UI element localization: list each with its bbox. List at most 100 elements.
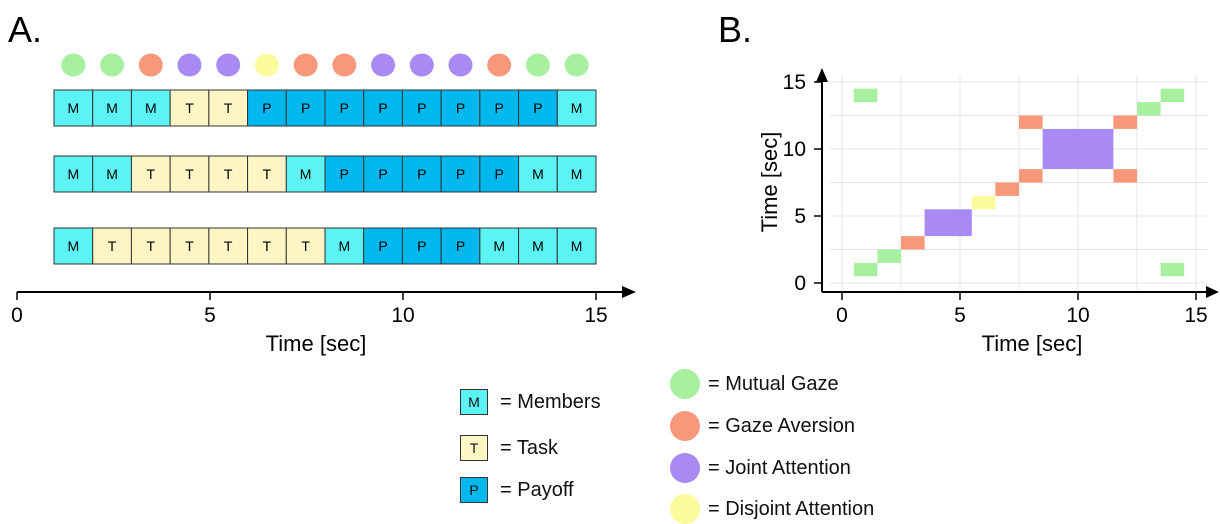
panel-a-label: A.	[8, 9, 42, 50]
phase-cell-letter: T	[224, 166, 233, 182]
gaze-dot-aversion	[332, 53, 357, 77]
legend-gaze-aversion-text: = Gaze Aversion	[708, 414, 855, 437]
phase-cell-letter: T	[224, 100, 233, 116]
phase-cell-letter: M	[300, 166, 312, 182]
phase-cell-letter: T	[108, 238, 117, 254]
phase-cell-letter: P	[262, 100, 271, 116]
legend-mutual-gaze-dot	[670, 369, 700, 399]
phase-cell-letter: P	[495, 166, 504, 182]
phase-cell-letter: M	[532, 166, 544, 182]
panel-a-x-tick-label: 10	[391, 304, 414, 327]
phase-cell-P	[363, 89, 403, 127]
panel-a-x-tick-label: 0	[11, 304, 23, 327]
phase-cell-letter: T	[185, 166, 194, 182]
gaze-dot-joint	[448, 53, 473, 77]
phase-cell-P	[285, 89, 326, 127]
phase-cell-M	[518, 227, 558, 265]
phase-cell-P	[479, 89, 520, 127]
legend-mutual-gaze: = Mutual Gaze	[670, 369, 839, 399]
phase-cell-letter: P	[456, 166, 465, 182]
legend-gaze-aversion: = Gaze Aversion	[670, 411, 855, 441]
legend-task-text: = Task	[500, 436, 558, 459]
phase-cell-M	[324, 227, 365, 265]
panel-a-xlabel: Time [sec]	[266, 331, 367, 356]
panel-a-x-tick-label: 5	[204, 304, 216, 327]
legend-joint-attention: = Joint Attention	[670, 453, 851, 483]
gaze-dot-aversion	[138, 53, 163, 77]
phase-cell-P	[479, 155, 520, 193]
phase-cell-M	[53, 155, 94, 193]
gaze-dot-disjoint	[254, 53, 279, 77]
panel-a-x-tick-label: 15	[584, 304, 607, 327]
phase-cell-letter: M	[68, 100, 80, 116]
phase-cell-M	[53, 227, 94, 265]
gaze-dot-joint	[409, 53, 434, 77]
phase-cell-letter: P	[417, 100, 426, 116]
phase-cell-P	[518, 89, 558, 127]
phase-cell-P	[324, 89, 365, 127]
phase-cell-letter: M	[532, 238, 544, 254]
phase-cell-T	[208, 227, 249, 265]
phase-cell-letter: M	[339, 238, 351, 254]
phase-cell-T	[247, 155, 287, 193]
gaze-dot-mutual	[100, 53, 125, 77]
phase-cell-letter: P	[495, 100, 504, 116]
phase-cell-letter: T	[263, 166, 272, 182]
phase-cell-M	[92, 155, 132, 193]
phase-cell-M	[53, 89, 94, 127]
gaze-dot-mutual	[525, 53, 550, 77]
legend-joint-attention-text: = Joint Attention	[708, 456, 851, 479]
phase-cell-T	[130, 227, 171, 265]
phase-cell-letter: P	[340, 166, 349, 182]
gaze-dot-mutual	[61, 53, 86, 77]
phase-cell-letter: P	[533, 100, 542, 116]
phase-cell-letter: P	[456, 238, 465, 254]
legend-disjoint-attention-dot	[670, 494, 700, 524]
phase-cell-M	[92, 89, 132, 127]
gaze-dot-aversion	[487, 53, 512, 77]
panel-a-x-arrow	[622, 286, 636, 298]
legend-members-swatch: M	[460, 389, 488, 415]
legend-disjoint-attention-text: = Disjoint Attention	[708, 497, 875, 520]
phase-cell-letter: P	[417, 166, 426, 182]
legend-gaze-aversion-dot	[670, 411, 700, 441]
phase-cell-T	[285, 227, 326, 265]
phase-cell-T	[169, 155, 210, 193]
phase-cell-M	[479, 227, 520, 265]
phase-cell-letter: M	[68, 166, 80, 182]
legend-task-swatch: T	[460, 435, 488, 461]
phase-cell-M	[556, 155, 597, 193]
phase-cell-letter: M	[106, 166, 118, 182]
phase-cell-letter: P	[378, 166, 387, 182]
phase-cell-letter: T	[263, 238, 272, 254]
legend-members: M = Members	[460, 389, 601, 415]
phase-cell-letter: M	[493, 238, 505, 254]
phase-cell-M	[130, 89, 171, 127]
legend-mutual-gaze-text: = Mutual Gaze	[708, 372, 839, 395]
phase-cell-P	[440, 89, 481, 127]
legend-payoff-swatch: P	[460, 477, 488, 503]
phase-cell-T	[208, 89, 249, 127]
phase-cell-T	[247, 227, 287, 265]
phase-cell-letter: T	[147, 166, 156, 182]
gaze-dot-joint	[371, 53, 396, 77]
phase-cell-T	[208, 155, 249, 193]
legend-joint-attention-dot	[670, 453, 700, 483]
phase-cell-letter: M	[571, 238, 583, 254]
phase-cell-T	[169, 227, 210, 265]
phase-cell-P	[247, 89, 287, 127]
phase-cell-letter: P	[378, 238, 387, 254]
phase-cell-letter: T	[185, 100, 194, 116]
phase-cell-letter: T	[185, 238, 194, 254]
legend-payoff-text: = Payoff	[500, 478, 574, 501]
phase-cell-P	[363, 227, 403, 265]
gaze-dot-joint	[177, 53, 202, 77]
legend-members-text: = Members	[500, 390, 601, 413]
phase-cell-P	[440, 227, 481, 265]
phase-cell-P	[324, 155, 365, 193]
phase-cell-letter: P	[456, 100, 465, 116]
phase-cell-P	[401, 155, 442, 193]
phase-cell-M	[556, 227, 597, 265]
